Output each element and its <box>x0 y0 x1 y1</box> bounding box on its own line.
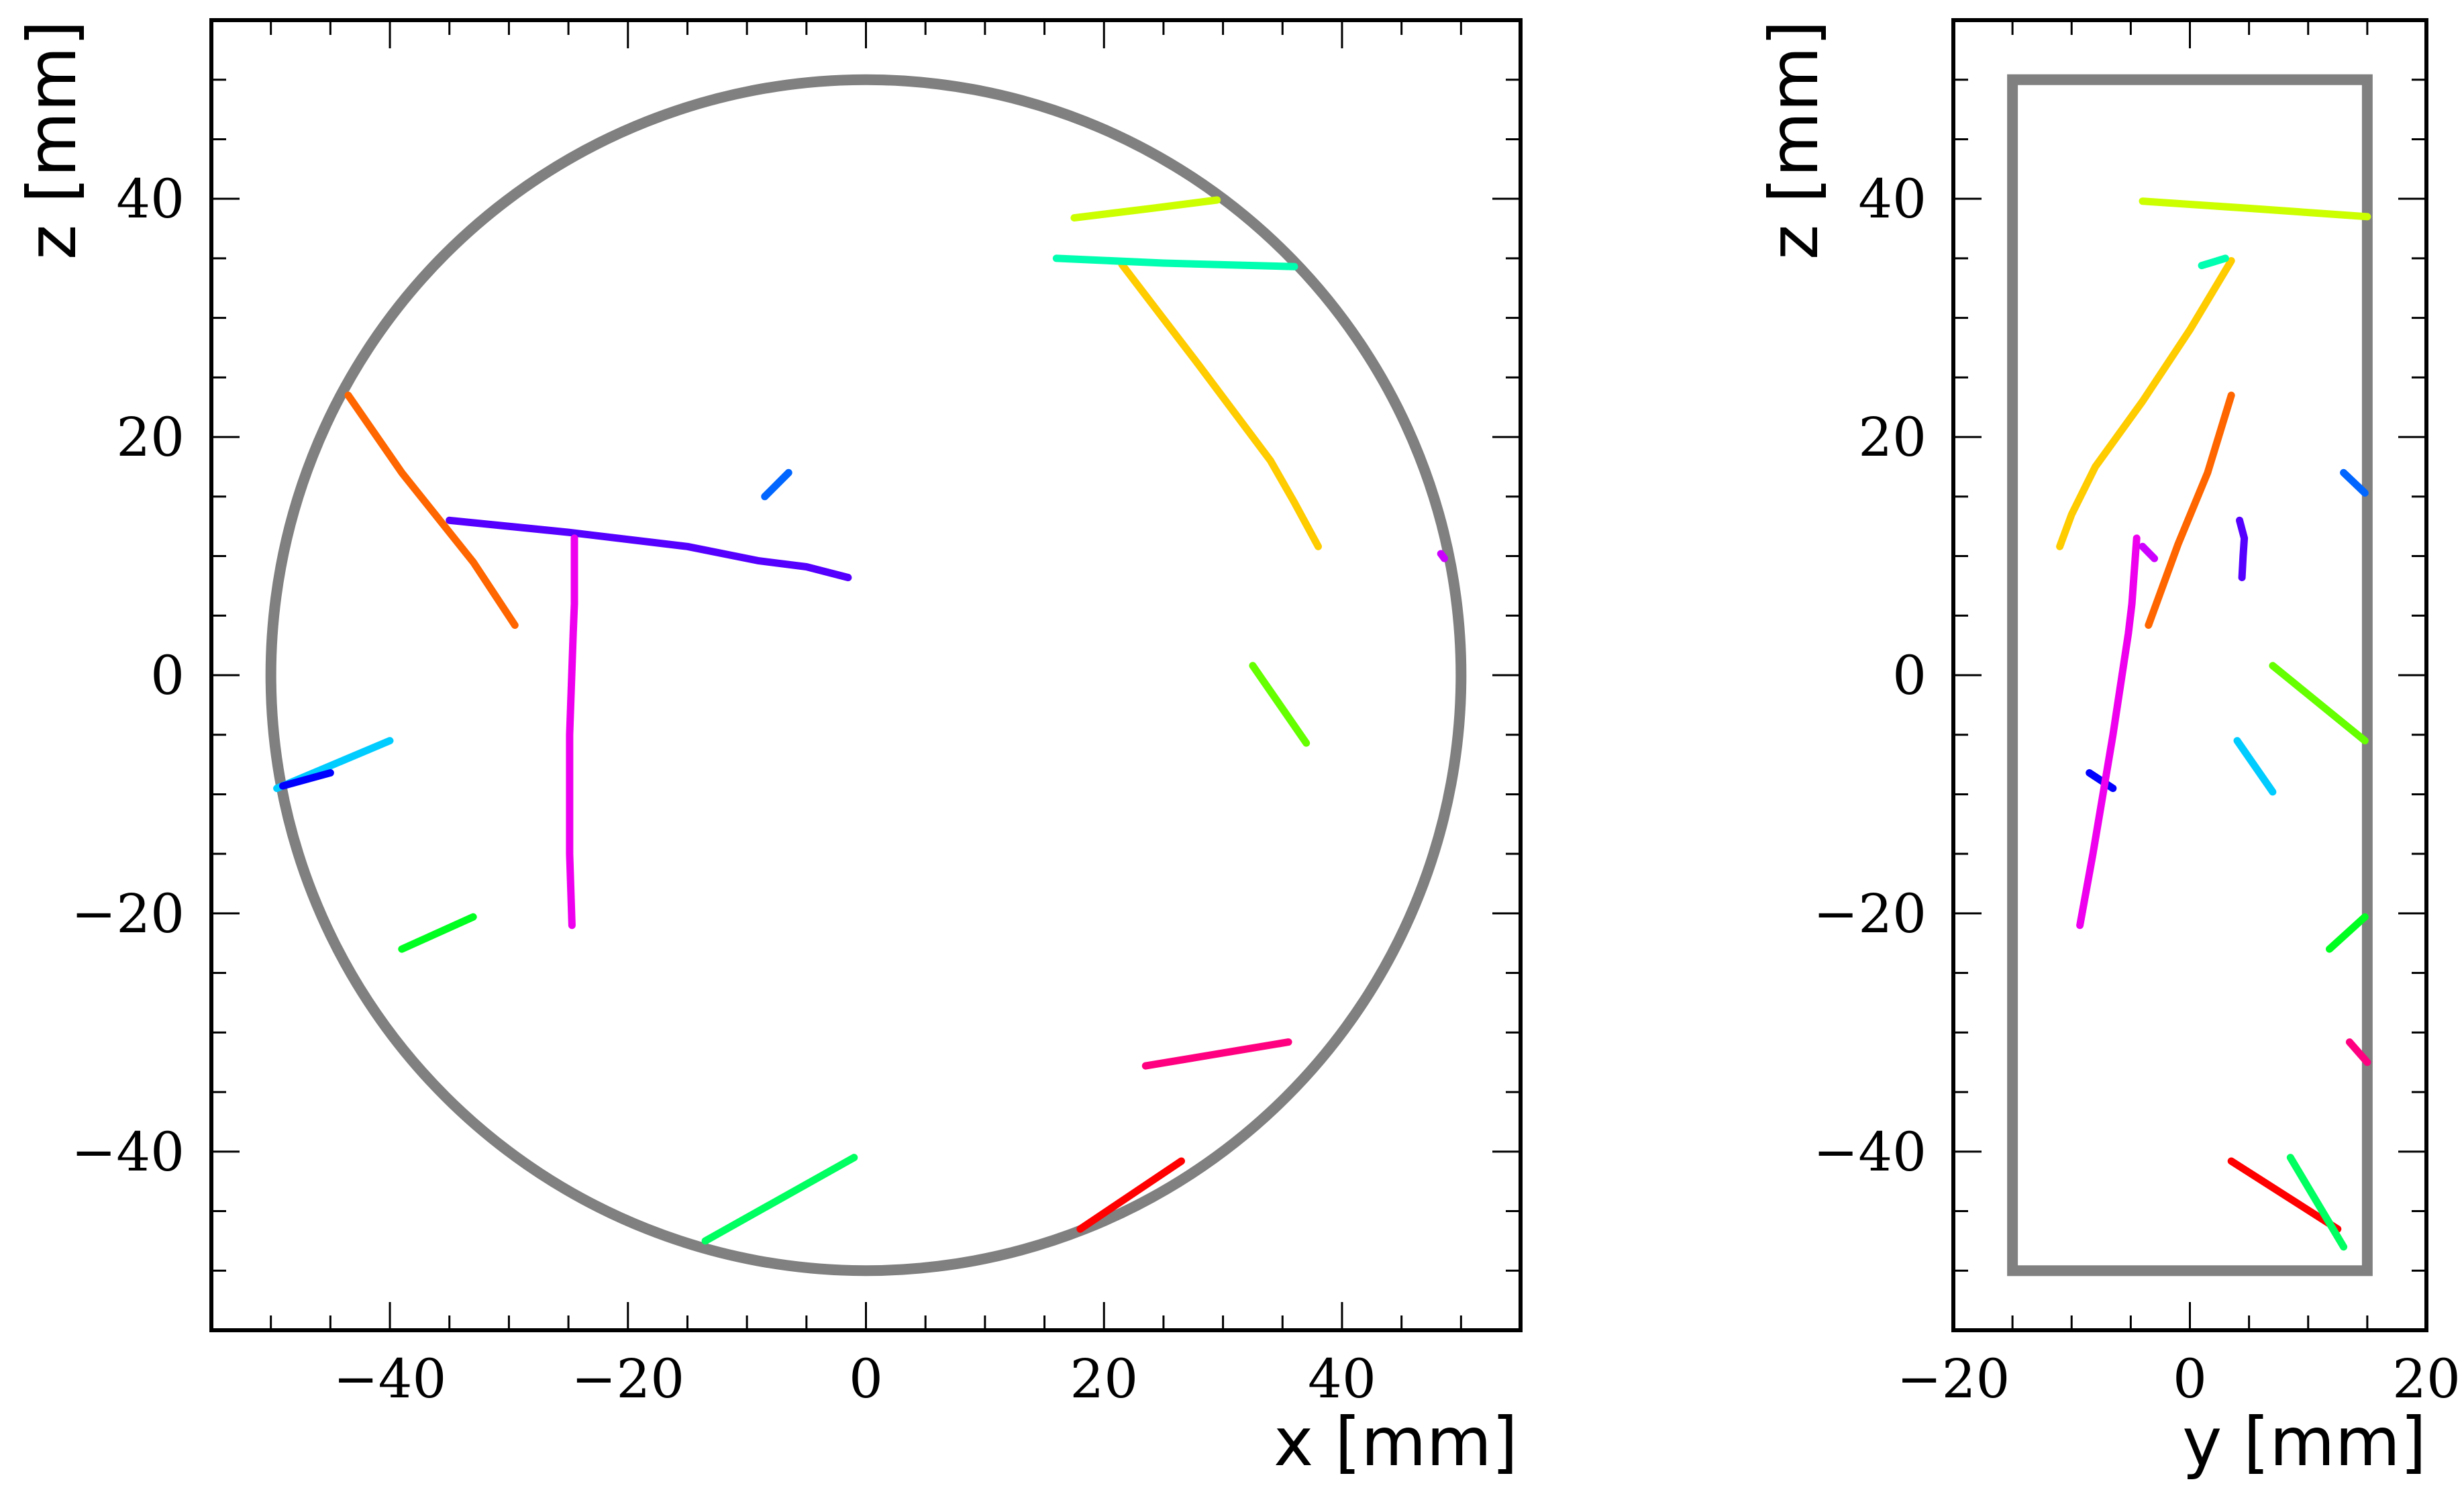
x-tick-label: −20 <box>1897 1348 2010 1410</box>
track-xz-10 <box>761 468 792 501</box>
track-yz-5 <box>2086 769 2117 793</box>
xz-y-axis-label: z [mm] <box>13 20 91 260</box>
x-tick-label: −20 <box>571 1348 684 1410</box>
y-tick-label: 0 <box>1892 644 1927 707</box>
track-yz-6 <box>2269 662 2369 745</box>
yz-ticks <box>1952 19 2428 1332</box>
y-tick-label: −20 <box>71 883 185 945</box>
track-yz-13 <box>2340 468 2369 497</box>
track-xz-8 <box>446 516 852 581</box>
track-xz-5 <box>278 769 334 790</box>
track-xz-6 <box>1249 662 1311 747</box>
yz-tick-labels: −20 0 20 −40 −20 0 20 40 <box>1813 168 2461 1410</box>
track-yz-14 <box>2139 197 2371 221</box>
track-xz-11 <box>1118 260 1322 550</box>
track-xz-0 <box>1076 1157 1185 1233</box>
x-tick-label: 20 <box>1070 1348 1138 1410</box>
detector-circle-boundary <box>265 74 1467 1277</box>
y-tick-label: 40 <box>1858 168 1927 230</box>
track-yz-7 <box>2076 534 2141 930</box>
axes-frame <box>209 18 1523 1332</box>
track-xz-2 <box>701 1154 858 1245</box>
y-tick-label: −40 <box>1813 1121 1927 1183</box>
xz-projection-panel: −40 −20 0 20 40 −40 −20 0 20 40 x [mm] z [mm] <box>13 18 1523 1481</box>
y-tick-label: 40 <box>116 168 185 230</box>
yz-tracks <box>2056 197 2371 1251</box>
track-yz-1 <box>2286 1154 2348 1251</box>
yz-axes-frame <box>1951 18 2428 1332</box>
detector-rectangle-boundary <box>2007 74 2373 1277</box>
yz-projection-panel: −20 0 20 −40 −20 0 20 40 y [mm] z [mm] <box>1755 18 2461 1481</box>
y-tick-label: −20 <box>1813 883 1927 945</box>
track-xz-7 <box>344 391 519 629</box>
track-yz-3 <box>2326 913 2369 953</box>
xz-ticks <box>210 19 1522 1332</box>
track-xz-14 <box>1437 550 1448 562</box>
track-xz-13 <box>1070 196 1221 222</box>
x-tick-label: 20 <box>2392 1348 2461 1410</box>
x-tick-label: 0 <box>849 1348 883 1410</box>
yz-x-axis-label: y [mm] <box>2182 1403 2426 1481</box>
x-tick-label: 40 <box>1308 1348 1376 1410</box>
xz-tracks <box>273 196 1448 1245</box>
y-tick-label: 0 <box>150 644 185 707</box>
track-yz-12 <box>2198 254 2229 270</box>
detector-rectangle <box>2007 74 2373 1277</box>
track-yz-2 <box>2345 1038 2371 1066</box>
y-tick-label: −40 <box>71 1121 185 1183</box>
x-tick-label: 0 <box>2173 1348 2207 1410</box>
track-yz-4 <box>2233 737 2277 796</box>
yz-y-axis-label: z [mm] <box>1755 20 1833 260</box>
track-xz-12 <box>1052 254 1298 270</box>
y-tick-label: 20 <box>116 406 185 468</box>
y-tick-label: 20 <box>1858 406 1927 468</box>
xz-tick-labels: −40 −20 0 20 40 −40 −20 0 20 40 <box>71 168 1376 1410</box>
xz-axes-frame <box>209 18 1523 1332</box>
axes-frame <box>1951 18 2428 1332</box>
track-xz-3 <box>398 913 477 953</box>
track-xz-9 <box>566 534 578 930</box>
detector-circle <box>265 74 1467 1277</box>
track-yz-9 <box>2139 542 2159 562</box>
track-yz-10 <box>2236 516 2249 581</box>
x-tick-label: −40 <box>333 1348 447 1410</box>
track-xz-1 <box>1141 1038 1292 1070</box>
xz-x-axis-label: x [mm] <box>1274 1403 1518 1481</box>
track-yz-11 <box>2056 257 2235 550</box>
track-yz-0 <box>2227 1157 2342 1233</box>
track-yz-8 <box>2145 391 2235 629</box>
